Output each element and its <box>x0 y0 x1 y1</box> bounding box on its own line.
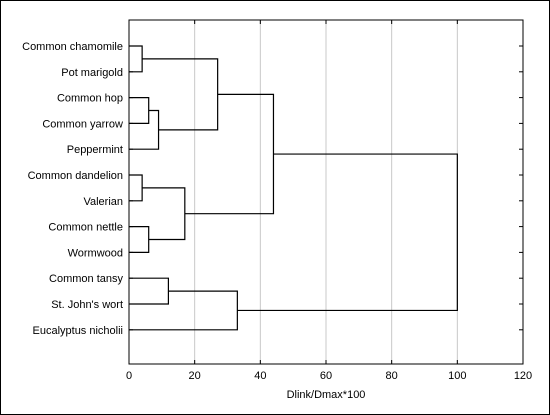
leaf-label: Eucalyptus nicholii <box>33 325 124 337</box>
x-tick-label: 0 <box>126 370 132 382</box>
x-tick-label: 40 <box>254 370 266 382</box>
link-c6 <box>129 226 150 253</box>
link-c4 <box>142 58 219 131</box>
dendrogram-links <box>129 45 458 331</box>
link-c1 <box>129 45 143 73</box>
leaf-label: Common dandelion <box>28 170 123 182</box>
leaf-label: Peppermint <box>67 144 123 156</box>
leaf-label: Valerian <box>83 196 123 208</box>
x-tick-label: 20 <box>189 370 201 382</box>
leaf-label: St. John's wort <box>51 299 123 311</box>
leaf-label: Common tansy <box>49 273 123 285</box>
x-tick-label: 100 <box>448 370 466 382</box>
link-c10 <box>129 290 238 331</box>
x-tick-label: 60 <box>320 370 332 382</box>
x-axis-ticks: 0 20 40 60 80 100 120 <box>126 20 532 382</box>
link-c5 <box>129 174 143 202</box>
grid-lines <box>194 20 458 364</box>
leaf-label: Pot marigold <box>61 67 123 79</box>
link-c9 <box>129 277 169 305</box>
leaf-labels: Common chamomile Pot marigold Common hop Co… <box>22 41 123 337</box>
x-tick-label: 120 <box>514 370 532 382</box>
leaf-label: Wormwood <box>68 247 123 259</box>
link-c2 <box>129 97 150 124</box>
x-tick-label: 80 <box>386 370 398 382</box>
leaf-label: Common nettle <box>48 222 123 234</box>
link-c3 <box>129 109 160 150</box>
link-c11 <box>237 153 458 312</box>
x-axis-label: Dlink/Dmax*100 <box>287 389 366 401</box>
leaf-label: Common chamomile <box>22 41 123 53</box>
leaf-label: Common yarrow <box>42 118 123 130</box>
leaf-label: Common hop <box>57 93 123 105</box>
